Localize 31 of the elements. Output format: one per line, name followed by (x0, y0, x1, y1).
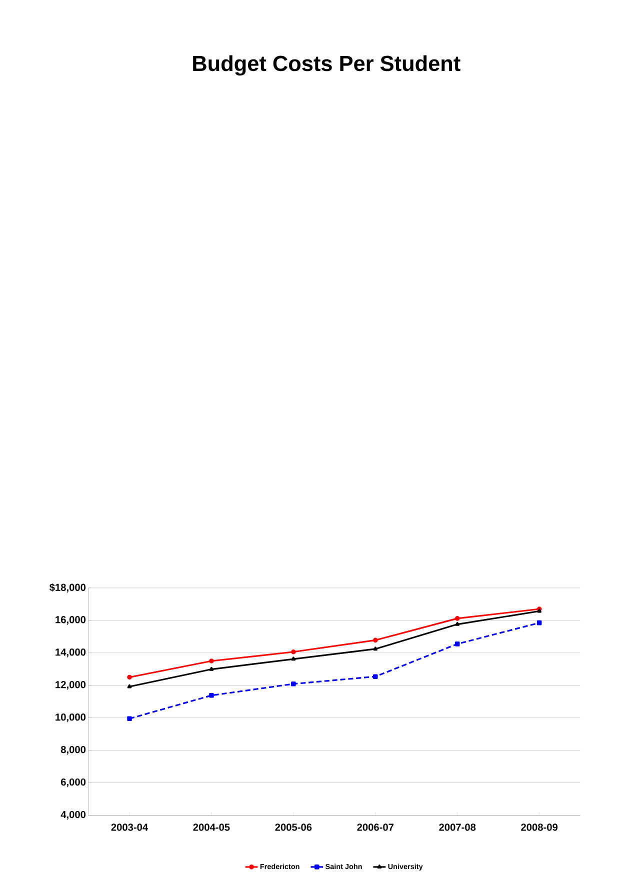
point (455, 622, 460, 626)
point (209, 693, 214, 698)
point (291, 656, 296, 661)
x-tick-label: 2004-05 (193, 824, 230, 831)
y-tick-label: $18,000 (49, 583, 86, 592)
point (454, 642, 460, 646)
x-tick-label: 2005-06 (275, 824, 312, 831)
x-tick-label: 2008-09 (521, 824, 558, 831)
y-tick-label: 8,000 (60, 746, 86, 755)
x-tick-label: 2006-07 (357, 824, 394, 831)
point (290, 682, 296, 686)
point (127, 716, 132, 722)
y-tick-label: 4,000 (60, 810, 86, 820)
point (127, 684, 132, 688)
point (127, 674, 132, 680)
x-tick-label: 2007-08 (439, 824, 476, 831)
point (373, 646, 378, 651)
y-tick-label: 6,000 (60, 778, 86, 788)
x-tick-label: 2003-04 (111, 824, 148, 831)
point (536, 620, 542, 626)
y-tick-label: 12,000 (56, 681, 86, 690)
y-tick-label: 10,000 (56, 714, 86, 722)
point (372, 638, 378, 643)
point (372, 674, 378, 679)
point (454, 616, 460, 621)
point (209, 666, 214, 671)
point (290, 650, 296, 654)
chart-title: Budget Costs Per Student (193, 55, 460, 76)
y-tick-label: 16,000 (56, 616, 86, 625)
point (209, 658, 214, 664)
y-tick-label: 14,000 (56, 648, 86, 658)
